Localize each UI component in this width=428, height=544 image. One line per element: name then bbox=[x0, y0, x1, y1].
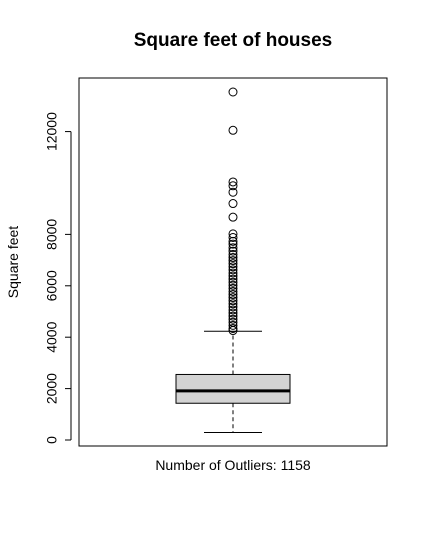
outlier-point bbox=[228, 326, 238, 336]
outlier-point bbox=[228, 299, 238, 309]
y-axis: 0 2000 4000 6000 8000 12000 bbox=[44, 112, 72, 444]
outlier-point bbox=[228, 283, 238, 293]
outlier-point bbox=[228, 187, 238, 197]
outlier-point bbox=[228, 236, 238, 246]
outlier-point bbox=[228, 181, 238, 191]
outlier-point bbox=[228, 296, 238, 306]
outlier-point bbox=[228, 87, 238, 97]
interquartile-box bbox=[175, 373, 291, 404]
outlier-point bbox=[228, 274, 238, 284]
outlier-point bbox=[228, 249, 238, 259]
outlier-point bbox=[228, 320, 238, 330]
outlier-point bbox=[228, 305, 238, 315]
outlier-point bbox=[228, 229, 238, 239]
y-tick-label: 12000 bbox=[44, 112, 60, 151]
outlier-point bbox=[228, 212, 238, 222]
y-tick-label: 4000 bbox=[44, 321, 60, 352]
outlier-point bbox=[228, 302, 238, 312]
outlier-point bbox=[228, 286, 238, 296]
plot-frame bbox=[78, 77, 388, 447]
outlier-point bbox=[228, 293, 238, 303]
chart-title: Square feet of houses bbox=[134, 30, 333, 51]
outlier-point bbox=[228, 311, 238, 321]
outlier-point bbox=[228, 232, 238, 242]
outlier-point bbox=[228, 243, 238, 253]
outlier-point bbox=[228, 256, 238, 266]
outlier-point bbox=[228, 308, 238, 318]
boxplot bbox=[175, 330, 291, 434]
outlier-point bbox=[228, 265, 238, 275]
outlier-point bbox=[228, 271, 238, 281]
outlier-point bbox=[228, 268, 238, 278]
outlier-point bbox=[228, 290, 238, 300]
y-tick-label: 2000 bbox=[44, 373, 60, 404]
outlier-point bbox=[228, 280, 238, 290]
outlier-point bbox=[228, 125, 238, 135]
outlier-point bbox=[228, 277, 238, 287]
x-axis-label: Number of Outliers: 1158 bbox=[155, 457, 311, 473]
y-tick-label: 6000 bbox=[44, 270, 60, 301]
outlier-points bbox=[228, 87, 238, 336]
outlier-point bbox=[228, 259, 238, 269]
y-tick-label: 8000 bbox=[44, 219, 60, 250]
y-tick-label: 0 bbox=[44, 436, 60, 444]
outlier-point bbox=[228, 177, 238, 187]
outlier-point bbox=[228, 199, 238, 209]
outlier-point bbox=[228, 314, 238, 324]
outlier-point bbox=[228, 246, 238, 256]
y-axis-label: Square feet bbox=[5, 226, 21, 298]
outlier-point bbox=[228, 262, 238, 272]
outlier-point bbox=[228, 253, 238, 263]
outlier-point bbox=[228, 239, 238, 249]
